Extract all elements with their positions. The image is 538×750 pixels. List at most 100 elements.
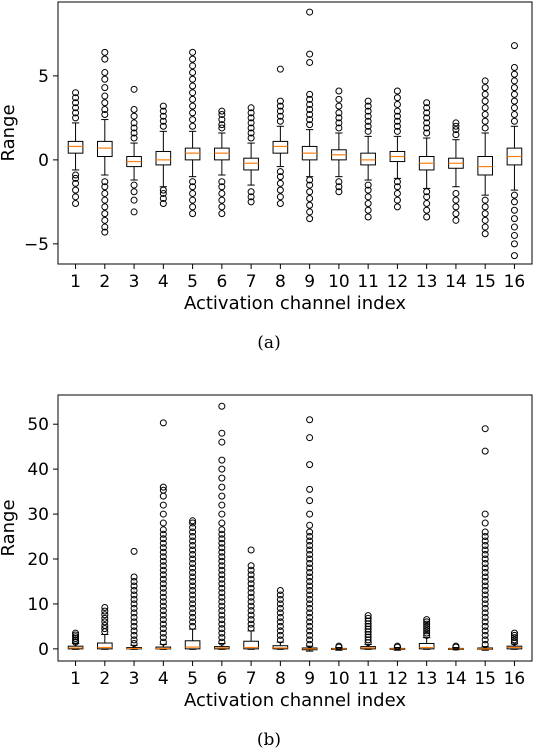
outlier-point — [306, 497, 314, 505]
outlier-point — [218, 539, 226, 547]
outlier-point — [393, 183, 401, 191]
outlier-point — [306, 564, 314, 572]
outlier-point — [481, 564, 489, 572]
outlier-point — [189, 178, 197, 186]
outlier-point — [247, 593, 255, 601]
outlier-point — [130, 124, 138, 132]
outlier-point — [510, 104, 518, 112]
outlier-point — [159, 598, 167, 606]
y-tick-label: −5 — [24, 235, 49, 255]
outlier-point — [218, 593, 226, 601]
box-body — [97, 642, 113, 650]
outlier-point — [364, 193, 372, 201]
outlier-point — [189, 122, 197, 130]
outlier-point — [306, 116, 314, 124]
outlier-point — [481, 600, 489, 608]
outlier-point — [218, 548, 226, 556]
outlier-point — [364, 614, 372, 622]
x-tick-label: 7 — [246, 272, 257, 292]
outlier-point — [189, 524, 197, 532]
outlier-point — [510, 77, 518, 85]
outlier-point — [452, 131, 460, 139]
outlier-point — [393, 112, 401, 120]
outlier-point — [364, 107, 372, 115]
outlier-point — [247, 188, 255, 196]
outlier-point — [306, 533, 314, 541]
outlier-point — [510, 629, 518, 637]
outlier-point — [510, 64, 518, 71]
outlier-point — [364, 639, 372, 647]
outlier-point — [306, 176, 314, 184]
outlier-point — [276, 636, 284, 644]
outlier-point — [130, 639, 138, 647]
outlier-point — [306, 586, 314, 594]
outlier-point — [189, 89, 197, 97]
outlier-point — [306, 121, 314, 129]
outlier-point — [189, 591, 197, 599]
outlier-point — [335, 114, 343, 122]
outlier-point — [247, 620, 255, 628]
outlier-point — [306, 573, 314, 581]
outlier-point — [189, 55, 197, 63]
outlier-point — [159, 535, 167, 543]
outlier-point — [481, 533, 489, 541]
outlier-point — [130, 609, 138, 617]
outlier-point — [452, 210, 460, 218]
x-tick-label: 8 — [275, 272, 286, 292]
outlier-point — [247, 562, 255, 570]
outlier-point — [481, 636, 489, 644]
outlier-point — [510, 638, 518, 646]
x-tick-label: 1 — [70, 669, 81, 689]
outlier-point — [510, 215, 518, 223]
outlier-point — [481, 555, 489, 563]
box-8 — [272, 65, 289, 208]
outlier-point — [159, 107, 167, 115]
outlier-point — [276, 200, 284, 208]
outlier-point — [159, 602, 167, 610]
plot-frame — [57, 394, 533, 662]
outlier-point — [364, 117, 372, 125]
outlier-point — [481, 77, 489, 85]
outlier-point — [130, 636, 138, 644]
outlier-point — [481, 216, 489, 224]
box-15 — [477, 425, 493, 651]
outlier-point — [481, 595, 489, 603]
outlier-point — [72, 89, 80, 97]
outlier-point — [423, 616, 431, 624]
outlier-point — [189, 82, 197, 90]
outlier-point — [481, 604, 489, 612]
outlier-point — [306, 201, 314, 209]
outlier-point — [218, 598, 226, 606]
x-tick-label: 10 — [328, 669, 350, 689]
box-body — [184, 147, 201, 161]
outlier-point — [189, 533, 197, 541]
box-body — [214, 147, 230, 161]
outlier-point — [276, 117, 284, 125]
x-tick-label: 10 — [328, 272, 350, 292]
outlier-point — [218, 196, 226, 204]
outlier-point — [481, 613, 489, 621]
outlier-point — [364, 612, 372, 620]
outlier-point — [335, 109, 343, 117]
outlier-point — [510, 70, 518, 78]
outlier-point — [306, 640, 314, 648]
outlier-point — [159, 186, 167, 194]
outlier-point — [481, 559, 489, 567]
outlier-point — [159, 544, 167, 552]
outlier-point — [452, 119, 460, 127]
outlier-point — [306, 100, 314, 108]
outlier-point — [276, 586, 284, 594]
outlier-point — [130, 573, 138, 581]
outlier-point — [306, 604, 314, 612]
box-6 — [214, 402, 230, 650]
outlier-point — [189, 102, 197, 110]
outlier-point — [218, 116, 226, 124]
outlier-point — [247, 193, 255, 201]
outlier-point — [481, 97, 489, 105]
outlier-point — [159, 607, 167, 615]
outlier-point — [130, 577, 138, 585]
box-body — [243, 640, 259, 650]
outlier-point — [159, 616, 167, 624]
box-6 — [214, 107, 230, 218]
